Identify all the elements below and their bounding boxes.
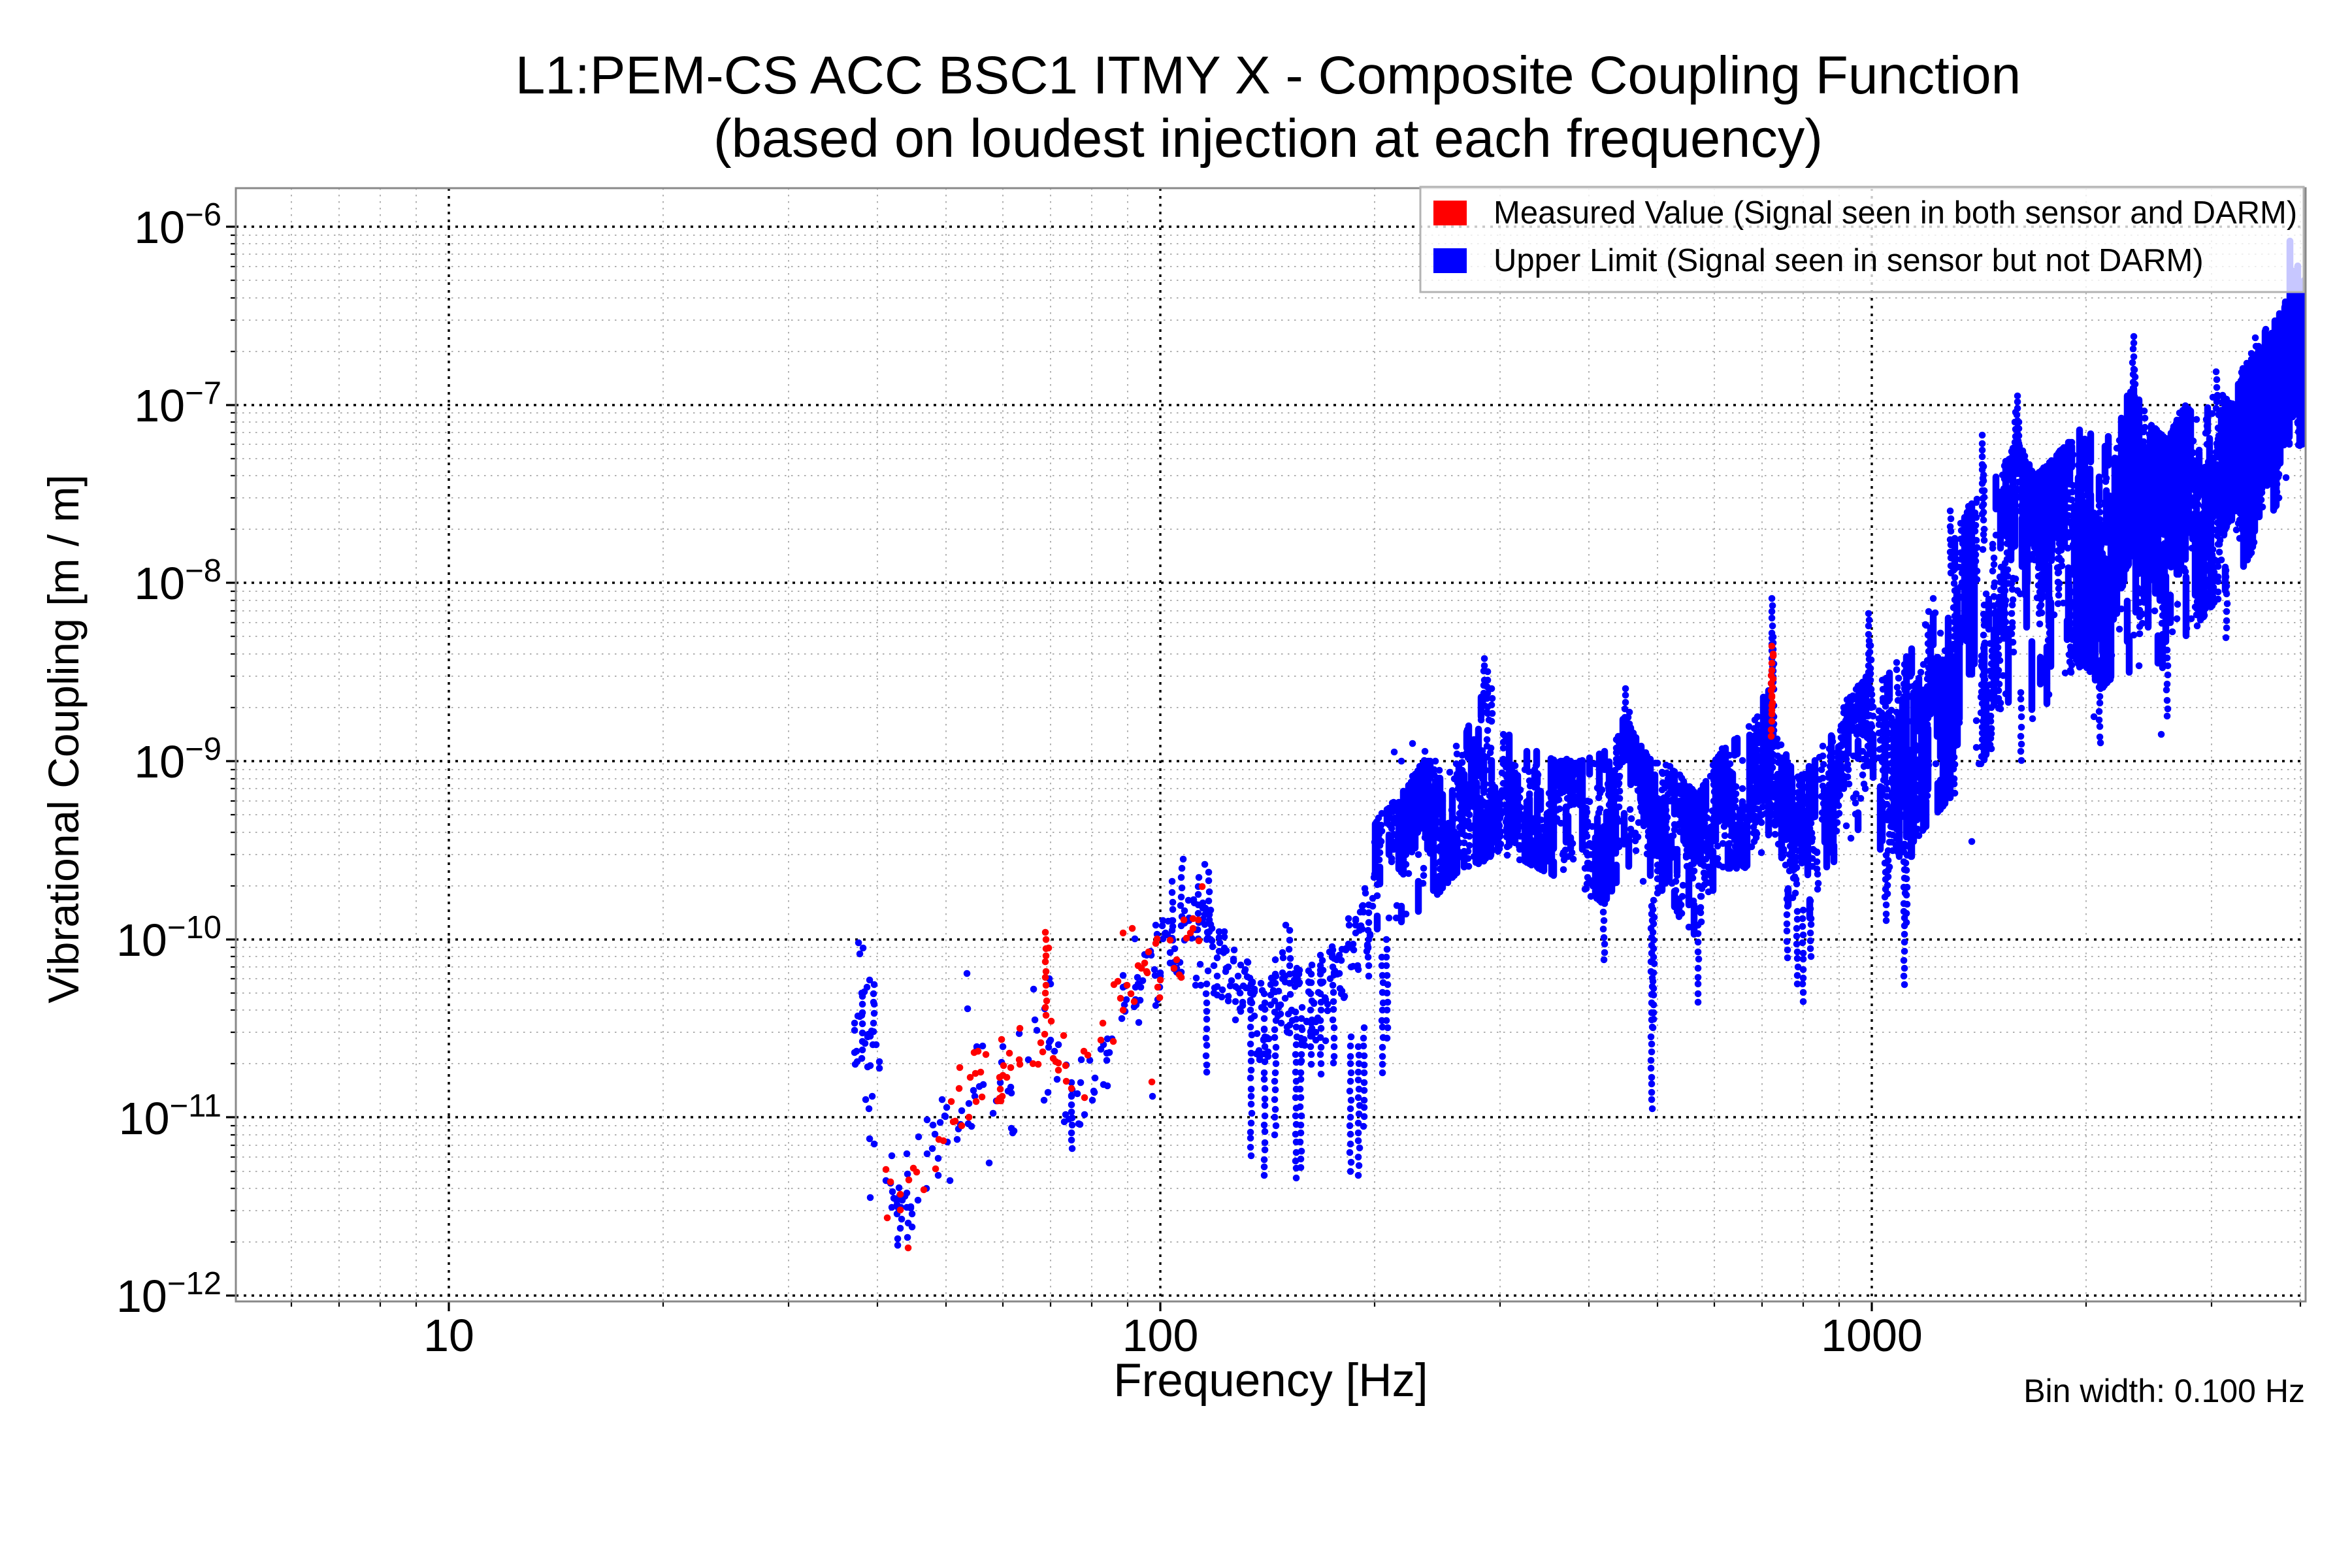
svg-text:100: 100 [1122, 1310, 1199, 1361]
svg-text:Measured Value (Signal seen in: Measured Value (Signal seen in both sens… [1494, 195, 2297, 231]
svg-text:Bin width: 0.100 Hz: Bin width: 0.100 Hz [2023, 1373, 2305, 1409]
svg-text:10: 10 [423, 1310, 474, 1361]
svg-text:(based on loudest injection at: (based on loudest injection at each freq… [713, 108, 1823, 169]
svg-text:Frequency [Hz]: Frequency [Hz] [1113, 1355, 1428, 1407]
svg-text:L1:PEM-CS ACC BSC1 ITMY X - Co: L1:PEM-CS ACC BSC1 ITMY X - Composite Co… [515, 46, 2021, 105]
svg-text:1000: 1000 [1821, 1310, 1923, 1361]
svg-text:Upper Limit (Signal seen in se: Upper Limit (Signal seen in sensor but n… [1494, 243, 2204, 278]
svg-text:Vibrational Coupling [m / m]: Vibrational Coupling [m / m] [39, 474, 88, 1004]
svg-text:10−11: 10−11 [119, 1088, 221, 1144]
